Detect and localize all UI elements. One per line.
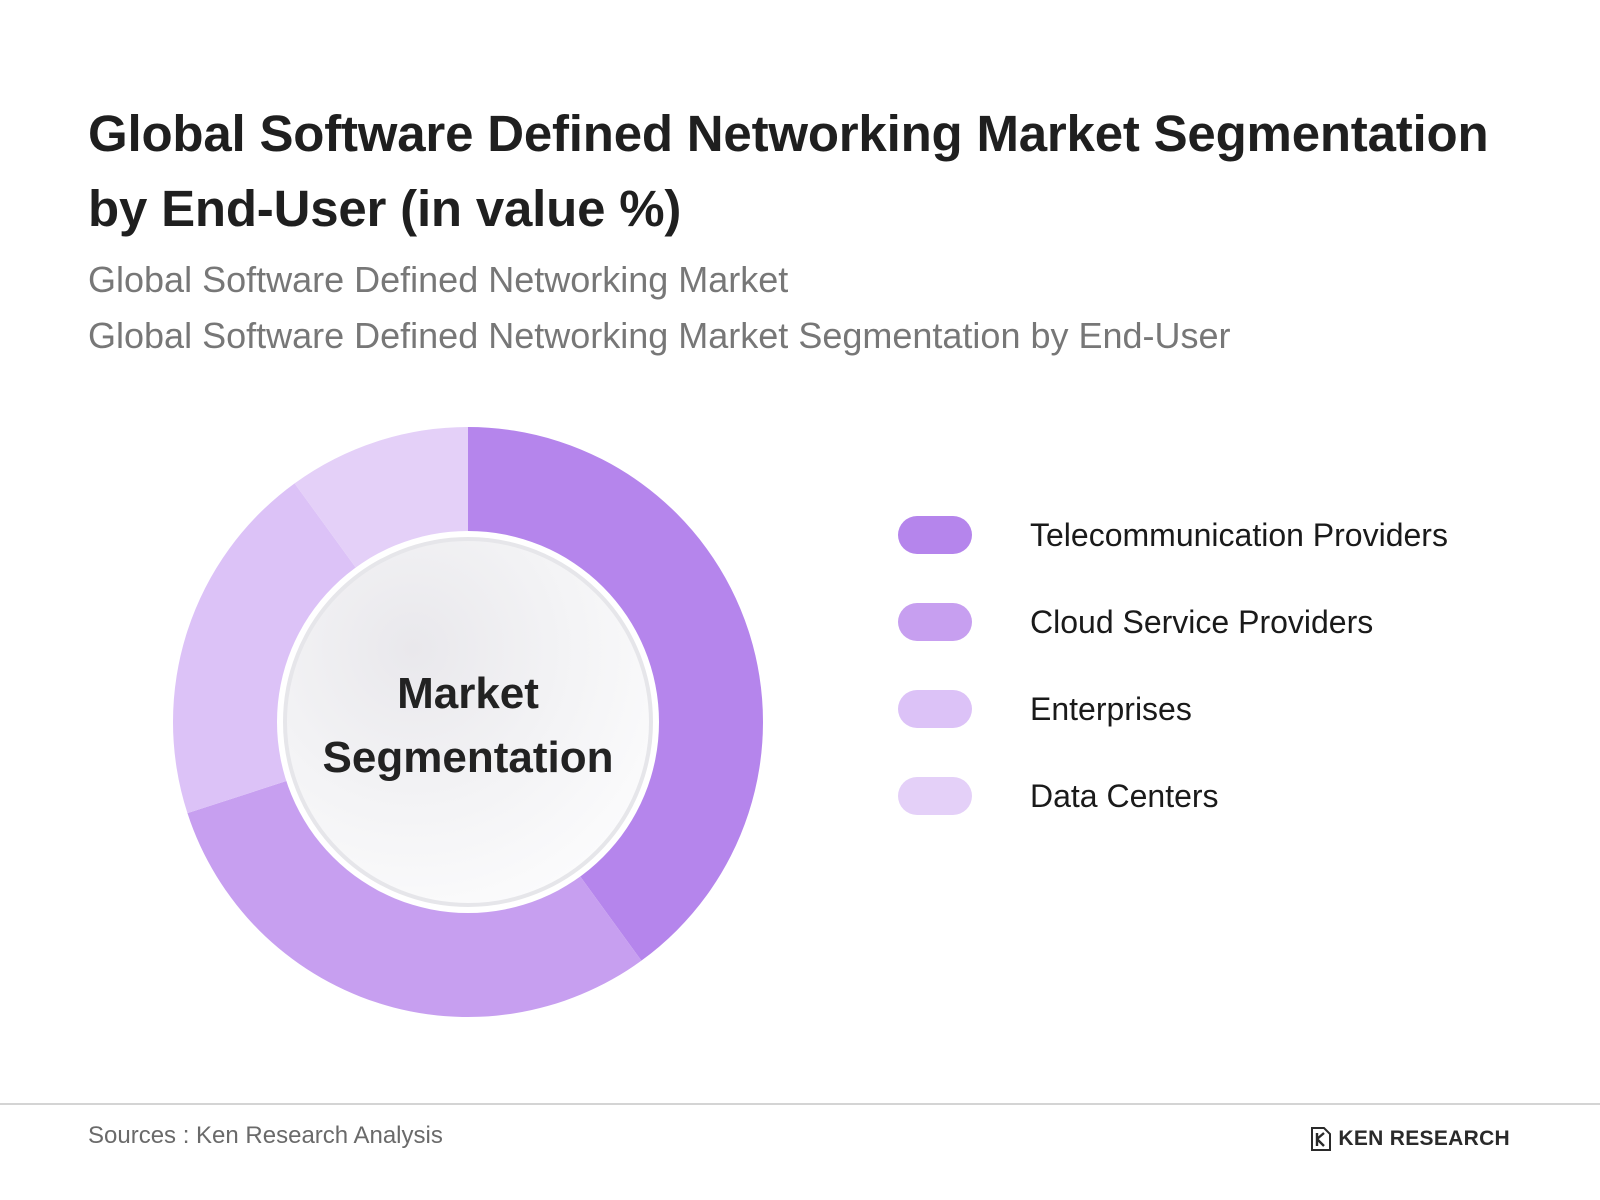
chart-subtitle-market: Global Software Defined Networking Marke… (88, 259, 789, 300)
legend-label-cloud-service-providers: Cloud Service Providers (1030, 604, 1374, 640)
brand: KEN RESEARCH (1310, 1124, 1510, 1154)
footer-divider (0, 1103, 1600, 1105)
legend-swatch-data-centers (898, 777, 972, 815)
legend-label-data-centers: Data Centers (1030, 778, 1219, 814)
chart-subtitle-segmentation: Global Software Defined Networking Marke… (88, 315, 1231, 356)
legend-swatch-cloud-service-providers (898, 603, 972, 641)
donut-slice-enterprises (173, 483, 360, 814)
donut-slice-cloud-service-providers (187, 779, 642, 1017)
brand-name: KEN RESEARCH (1338, 1127, 1510, 1150)
donut-slice-telecommunication-providers (468, 427, 764, 961)
donut-center-disc (283, 537, 653, 907)
legend-label-enterprises: Enterprises (1030, 691, 1192, 727)
ken-research-logo-icon (1311, 1127, 1332, 1151)
legend-swatch-enterprises (898, 690, 972, 728)
legend-swatch-telecommunication-providers (898, 516, 972, 554)
legend-label-telecommunication-providers: Telecommunication Providers (1030, 517, 1448, 553)
source-note: Sources : Ken Research Analysis (88, 1122, 443, 1149)
chart-title: Global Software Defined Networking Marke… (88, 105, 1489, 237)
donut-center-label: Market Segmentation (322, 669, 614, 782)
